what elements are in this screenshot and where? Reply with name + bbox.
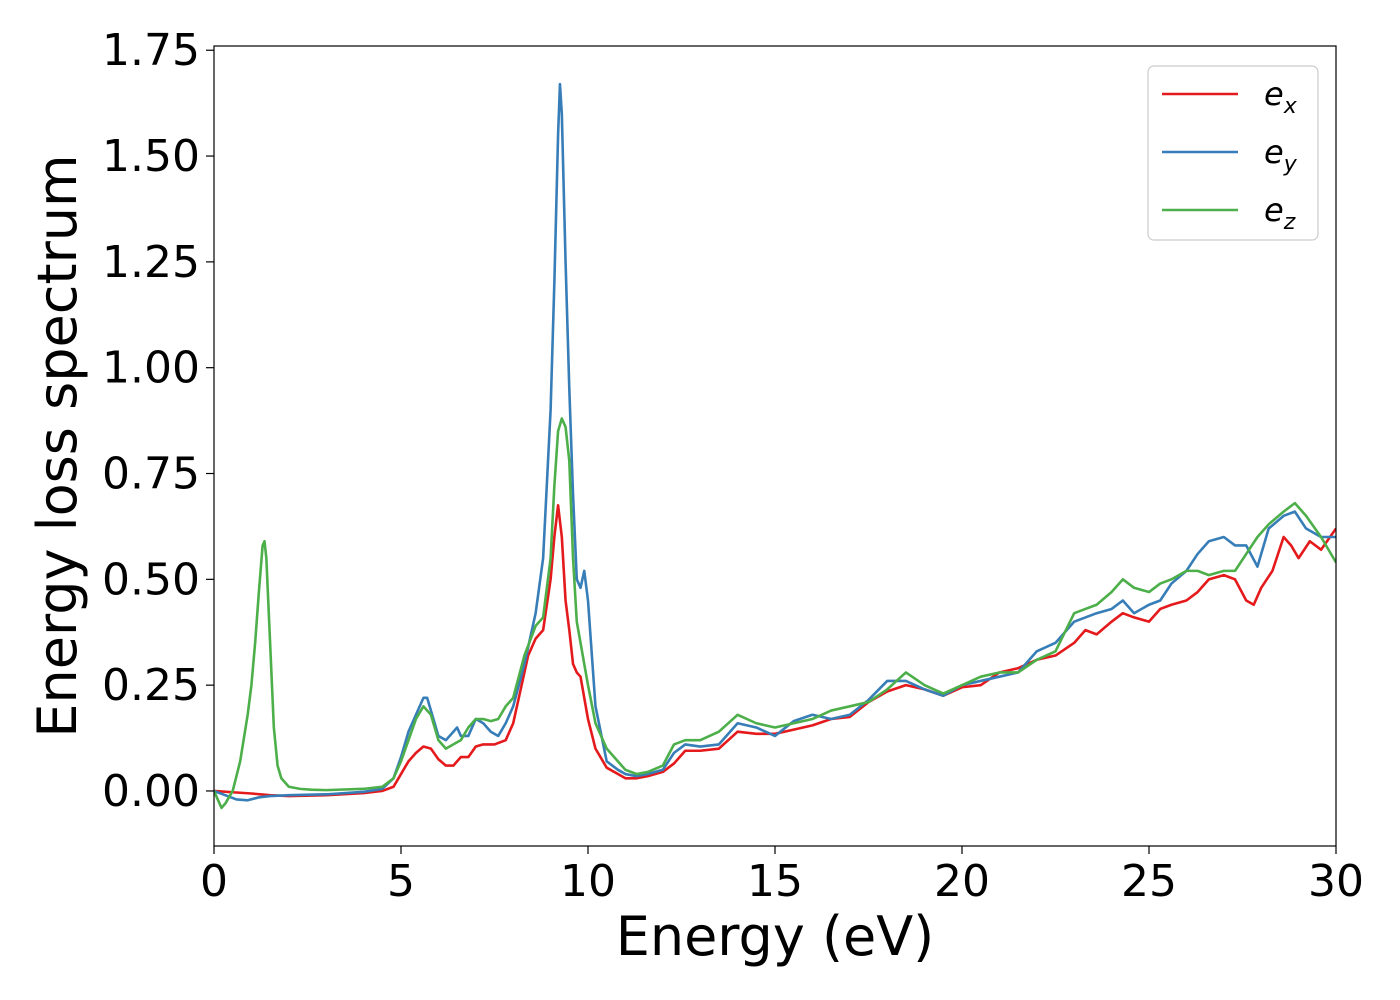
x-axis-label: Energy (eV) (616, 905, 935, 968)
y-tick-label: 0.50 (102, 554, 200, 605)
x-tick-label: 20 (934, 856, 990, 907)
legend-label-subscript: z (1283, 210, 1296, 235)
x-tick-label: 0 (200, 856, 228, 907)
y-tick-label: 0.25 (102, 660, 200, 711)
x-tick-label: 30 (1308, 856, 1364, 907)
y-tick-label: 0.75 (102, 449, 200, 500)
legend-label-base: e (1264, 133, 1284, 171)
legend-label-base: e (1264, 75, 1284, 113)
y-axis: 0.00 0.25 0.50 0.75 1.00 1.25 1.50 1.75 (102, 25, 214, 817)
series-line-x (214, 503, 1336, 798)
x-tick-label: 15 (747, 856, 803, 907)
y-tick-label: 1.75 (102, 25, 200, 76)
y-axis-label: Energy loss spectrum (26, 154, 89, 737)
legend-label-subscript: x (1283, 94, 1298, 119)
y-tick-label: 1.00 (102, 343, 200, 394)
y-tick-label: 1.25 (102, 237, 200, 288)
x-tick-label: 5 (387, 856, 415, 907)
legend-label-x: ex (1264, 75, 1298, 119)
series-line-z (214, 417, 1336, 810)
x-tick-label: 10 (560, 856, 616, 907)
x-axis: 0 5 10 15 20 25 30 (200, 846, 1364, 907)
y-tick-label: 0.00 (102, 766, 200, 817)
series-line-y (214, 82, 1336, 802)
x-tick-label: 25 (1121, 856, 1177, 907)
legend-label-subscript: y (1283, 152, 1298, 177)
legend-label-z: ez (1264, 191, 1296, 235)
series-layer (214, 82, 1336, 810)
y-tick-label: 1.50 (102, 131, 200, 182)
legend-label-y: ey (1264, 133, 1298, 177)
legend-label-base: e (1264, 191, 1284, 229)
